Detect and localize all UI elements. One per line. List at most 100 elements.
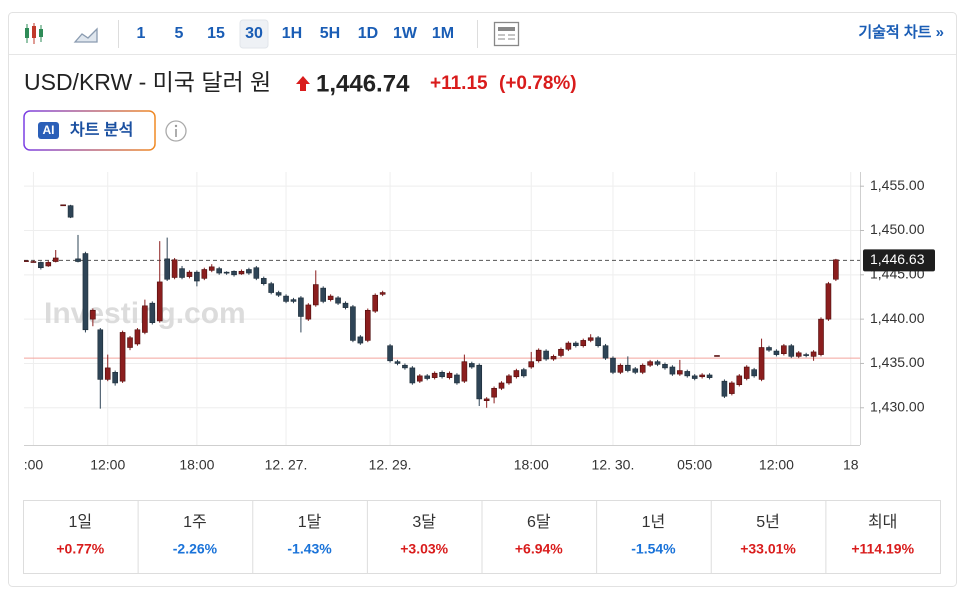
period-change: +114.19% — [851, 541, 914, 557]
x-tick-label: 18 — [843, 457, 859, 473]
candle-body — [795, 352, 802, 357]
price: 1,446.74 — [316, 70, 410, 97]
candle-body — [773, 350, 780, 355]
change-percent: (+0.78%) — [499, 73, 577, 94]
candle-body — [364, 309, 371, 341]
interval-button[interactable]: 1H — [282, 25, 302, 42]
candle-body — [743, 366, 750, 379]
technical-chart-link[interactable]: 기술적 차트 » — [858, 23, 944, 41]
candle-body — [446, 372, 453, 378]
x-tick-label: :00 — [24, 457, 44, 473]
change: +11.15 — [430, 73, 488, 94]
interval-button[interactable]: 1D — [358, 25, 378, 42]
up-arrow — [296, 76, 310, 91]
price-tag-label: 1,446.63 — [870, 251, 925, 267]
candle-body — [402, 364, 408, 369]
period-label: 1달 — [298, 513, 322, 531]
candle-body — [439, 372, 445, 378]
candle-body — [617, 364, 624, 373]
candle-body — [625, 364, 631, 371]
candle-body — [327, 295, 334, 300]
performance-cell[interactable] — [826, 501, 939, 572]
candle-body — [714, 355, 720, 357]
period-change: +0.77% — [56, 541, 104, 557]
candle-body — [260, 278, 267, 284]
performance-cell[interactable] — [483, 501, 596, 572]
candle-body — [67, 205, 74, 218]
performance-cell[interactable] — [24, 501, 137, 572]
candle-body — [320, 287, 327, 302]
candle-body — [528, 361, 535, 368]
ai-button[interactable]: AI 차트 분석 — [23, 110, 156, 151]
candle-body — [468, 363, 475, 368]
candle-body — [298, 297, 304, 317]
news-icon[interactable] — [493, 21, 520, 47]
candle-body — [506, 375, 512, 384]
candle-body — [825, 283, 832, 320]
candle-body — [24, 260, 29, 262]
performance-cell[interactable] — [597, 501, 710, 572]
candle-body — [350, 306, 356, 341]
price-tag — [863, 249, 935, 272]
interval-button[interactable]: 30 — [245, 25, 263, 42]
candle-body — [431, 372, 438, 378]
candle-body — [134, 329, 141, 345]
interval-selected-bg — [239, 19, 269, 49]
candle-body — [721, 380, 728, 397]
candle-body — [513, 370, 520, 378]
candle-body — [82, 253, 89, 331]
interval-button[interactable]: 15 — [207, 25, 225, 42]
candle-body — [587, 337, 594, 341]
candle-body — [416, 375, 423, 382]
candle-body — [699, 374, 705, 378]
candle-body — [483, 398, 490, 401]
candle-body — [654, 361, 661, 365]
candle-body — [342, 302, 349, 308]
interval-button[interactable]: 5 — [175, 25, 184, 42]
interval-button[interactable]: 5H — [320, 25, 340, 42]
candle-body — [558, 348, 564, 356]
candle-body — [454, 374, 460, 384]
candle-body — [729, 382, 735, 394]
y-tick-label: 1,435.00 — [870, 354, 925, 370]
interval-button[interactable]: 1 — [137, 25, 146, 42]
period-label: 1주 — [183, 514, 207, 531]
candle-body — [543, 350, 549, 360]
candle-body — [38, 262, 44, 269]
interval-button[interactable]: 1M — [432, 25, 454, 42]
candle-body — [246, 269, 252, 274]
performance-cell[interactable] — [139, 501, 252, 572]
candle-body — [253, 267, 260, 279]
candle-body — [52, 257, 59, 262]
performance-cell[interactable] — [712, 501, 825, 572]
candle-body — [565, 342, 572, 350]
period-label: 5년 — [756, 513, 780, 531]
candle-body — [803, 354, 809, 356]
x-tick-label: 18:00 — [179, 457, 214, 473]
period-change: +3.03% — [400, 541, 448, 557]
candle-body — [476, 364, 483, 400]
y-tick-label: 1,430.00 — [870, 398, 925, 414]
candle-body — [550, 356, 557, 360]
x-tick-label: 12:00 — [759, 457, 794, 473]
candle-body — [335, 297, 341, 304]
candle-body — [283, 295, 289, 302]
candle-body — [60, 204, 66, 207]
candle-body — [580, 340, 587, 347]
period-label: 3달 — [412, 513, 436, 531]
candle-body — [610, 357, 616, 373]
candle-chart-icon[interactable] — [20, 20, 48, 48]
info-icon[interactable] — [165, 120, 187, 142]
candle-body — [223, 271, 230, 274]
period-label: 1년 — [642, 513, 666, 531]
candle-body — [498, 382, 505, 389]
performance-cell[interactable] — [368, 501, 481, 572]
candle-body — [231, 270, 237, 276]
interval-button[interactable]: 1W — [393, 25, 418, 42]
performance-cell[interactable] — [253, 501, 366, 572]
card — [8, 12, 957, 587]
area-chart-icon[interactable] — [73, 27, 98, 43]
candle-body — [387, 345, 393, 362]
candle-body — [208, 266, 215, 271]
